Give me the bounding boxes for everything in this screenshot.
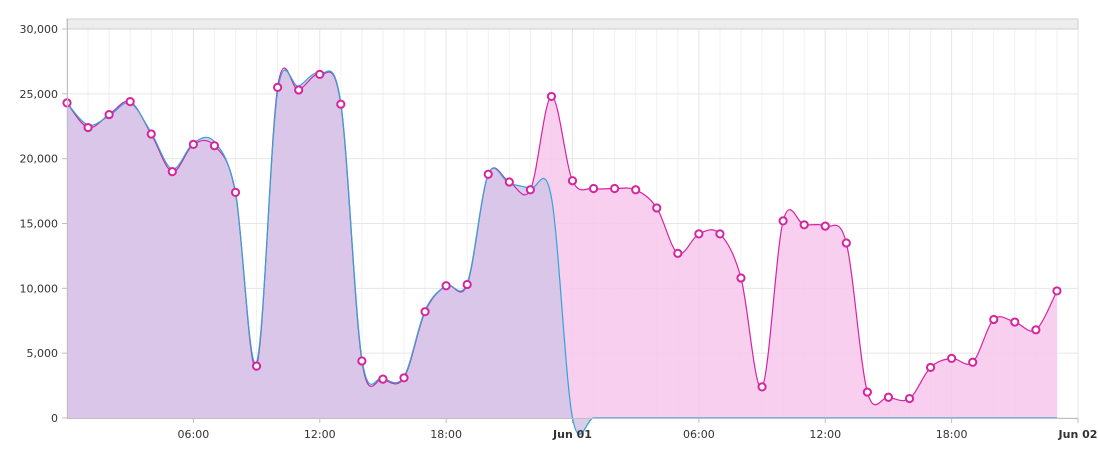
top-scroll-band: [66, 18, 1079, 30]
x-tick-label: 06:00: [178, 428, 210, 441]
data-point[interactable]: [610, 183, 620, 194]
data-point[interactable]: [968, 357, 978, 367]
data-point[interactable]: [883, 392, 894, 402]
data-point[interactable]: [188, 139, 198, 150]
data-point[interactable]: [399, 373, 409, 383]
x-tick-label: 12:00: [809, 428, 841, 441]
data-point[interactable]: [420, 307, 430, 317]
data-point[interactable]: [209, 141, 220, 151]
data-point[interactable]: [336, 99, 346, 109]
data-point[interactable]: [841, 238, 851, 248]
x-tick-label: Jun 02: [1058, 428, 1098, 441]
series-markers: [62, 69, 1062, 404]
data-point[interactable]: [546, 91, 557, 102]
data-point[interactable]: [378, 374, 388, 384]
y-tick-labels: 0 5,000 10,000 15,000 20,000 25,000 30,000: [20, 23, 59, 425]
x-tick-label: 18:00: [430, 428, 462, 441]
y-tick-label: 5,000: [27, 347, 59, 360]
data-point[interactable]: [1010, 317, 1020, 327]
y-tick-label: 0: [51, 412, 58, 425]
data-point[interactable]: [504, 177, 514, 187]
data-point[interactable]: [715, 229, 725, 239]
y-tick-label: 25,000: [20, 88, 59, 101]
data-point[interactable]: [673, 248, 683, 258]
data-point[interactable]: [925, 362, 936, 373]
data-point[interactable]: [567, 176, 578, 186]
data-point[interactable]: [588, 183, 599, 194]
data-point[interactable]: [757, 382, 767, 392]
data-point[interactable]: [483, 169, 493, 179]
data-point[interactable]: [125, 97, 135, 107]
y-tick-label: 10,000: [20, 282, 59, 295]
x-tick-labels: 06:00 12:00 18:00 Jun 01 06:00 12:00 18:00 Jun …: [178, 428, 1098, 441]
data-point[interactable]: [799, 220, 809, 230]
data-point[interactable]: [104, 109, 114, 120]
data-point[interactable]: [820, 221, 830, 231]
data-point[interactable]: [1052, 286, 1062, 296]
axes: [67, 19, 1078, 419]
data-point[interactable]: [441, 281, 451, 291]
data-point[interactable]: [736, 273, 746, 283]
y-tick-label: 30,000: [20, 23, 59, 36]
data-point[interactable]: [167, 167, 177, 177]
y-tick-label: 15,000: [20, 218, 59, 231]
series-area: [67, 70, 1057, 435]
data-point[interactable]: [83, 122, 93, 133]
data-point[interactable]: [862, 387, 872, 397]
data-point[interactable]: [904, 393, 915, 404]
x-tick-label: 18:00: [936, 428, 968, 441]
data-point[interactable]: [778, 216, 788, 226]
data-point[interactable]: [230, 187, 241, 197]
data-point[interactable]: [273, 82, 283, 92]
x-tick-label: 06:00: [683, 428, 715, 441]
data-point[interactable]: [1031, 325, 1041, 335]
data-point[interactable]: [146, 129, 156, 139]
x-tick-label: Jun 01: [552, 428, 592, 441]
data-point[interactable]: [462, 279, 472, 290]
data-point[interactable]: [989, 314, 999, 325]
series-areas: [67, 67, 1057, 435]
data-point[interactable]: [251, 361, 262, 371]
data-point[interactable]: [294, 85, 304, 95]
data-point[interactable]: [315, 69, 325, 79]
data-point[interactable]: [652, 203, 662, 213]
data-point[interactable]: [525, 185, 535, 195]
data-point[interactable]: [631, 185, 641, 195]
data-point[interactable]: [947, 353, 957, 363]
data-point[interactable]: [357, 356, 367, 366]
y-tick-label: 20,000: [20, 153, 59, 166]
x-tick-label: 12:00: [304, 428, 336, 441]
data-point[interactable]: [694, 229, 704, 239]
